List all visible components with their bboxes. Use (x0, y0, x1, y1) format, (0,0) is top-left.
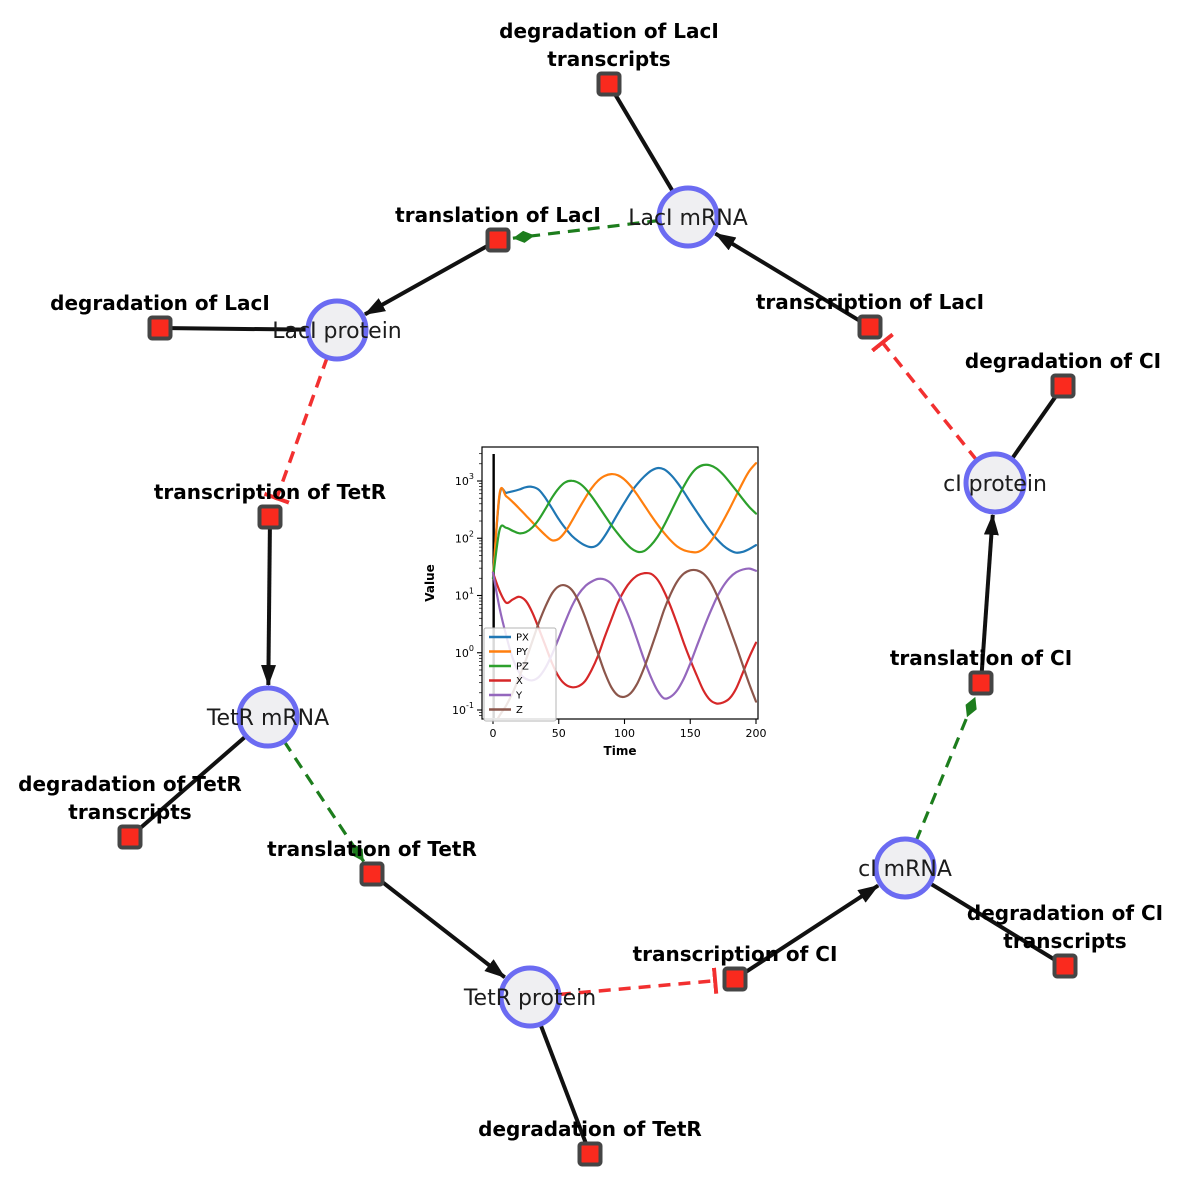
edge-consumption-tetr_protein-deg_tetr (538, 1023, 588, 1144)
reaction-node-tx_tetr (257, 504, 283, 530)
chart-x-tick-label: 200 (746, 727, 767, 740)
species-label-tetr_mrna: TetR mRNA (206, 706, 329, 731)
edge-production-tx_laci-laci_mrna (714, 231, 861, 323)
edge-production-transl_laci-laci_protein (363, 244, 489, 317)
reaction-node-deg_laci (147, 315, 173, 341)
chart-legend: PX PY PZ XYZ (483, 627, 557, 722)
edge-consumption-laci_protein-deg_laci (171, 326, 309, 332)
reaction-node-transl_ci (968, 670, 994, 696)
species-label-laci_protein: LacI protein (272, 319, 402, 344)
chart-xlabel: Time (604, 744, 637, 758)
chart-y-tick-label: 102 (455, 529, 474, 545)
chart-x-tick-label: 0 (490, 727, 497, 740)
edge-consumption-ci_protein-deg_ci (1010, 394, 1058, 461)
edge-consumption-ci_mrna-deg_ci_tx (928, 881, 1056, 962)
edge-inhibition-tetr_protein-tx_ci (558, 967, 719, 997)
chart-x-tick-label: 150 (680, 727, 701, 740)
reaction-node-deg_ci_tx (1052, 953, 1078, 979)
edges-layer (137, 93, 1058, 1144)
species-nodes-layer (236, 185, 1027, 1029)
species-node-tetr_protein (498, 965, 562, 1029)
chart-ylabel: Value (423, 564, 437, 602)
species-node-tetr_mrna (236, 685, 300, 749)
edge-modifier-laci_mrna-transl_laci (512, 218, 660, 243)
chart-legend-label-PZ: PZ (516, 662, 529, 673)
reaction-node-transl_tetr (359, 861, 385, 887)
chart-legend-label-X: X (516, 676, 523, 687)
edge-inhibition-ci_protein-tx_laci (871, 332, 979, 462)
chart-y-tick-label: 101 (455, 587, 474, 603)
reaction-label-deg_ci-line0: degradation of CI (965, 349, 1161, 373)
reaction-nodes-layer (117, 71, 1078, 1167)
chart-x-tick-label: 100 (614, 727, 635, 740)
chart-series-X (491, 571, 757, 705)
chart-series-PX (491, 466, 757, 580)
reaction-label-deg_laci_tx-line0: degradation of LacI (499, 19, 719, 43)
chart-y-tick-label: 103 (455, 472, 474, 488)
species-node-laci_mrna (656, 185, 720, 249)
chart-legend-label-PX: PX (516, 633, 529, 644)
species-node-ci_protein (963, 451, 1027, 515)
edge-production-tx_tetr-tetr_mrna (261, 528, 277, 687)
edge-modifier-ci_mrna-transl_ci (914, 696, 977, 842)
species-node-ci_mrna (873, 836, 937, 900)
reaction-node-deg_tetr (577, 1141, 603, 1167)
species-label-laci_mrna: LacI mRNA (628, 206, 748, 231)
reaction-label-transl_tetr-line0: translation of TetR (267, 837, 477, 861)
species-label-ci_protein: cI protein (943, 472, 1047, 497)
chart-series-PY (491, 462, 757, 580)
edge-production-tx_ci-ci_mrna (743, 883, 880, 975)
edge-consumption-laci_mrna-deg_laci_tx (613, 93, 675, 194)
chart-y-tick-label: 100 (455, 644, 474, 660)
reaction-label-deg_laci-line0: degradation of LacI (50, 291, 270, 315)
reaction-label-deg_ci_tx-line1: transcripts (1003, 929, 1126, 953)
chart-x-tick-label: 50 (552, 727, 566, 740)
reaction-label-deg_tetr_tx-line1: transcripts (68, 800, 191, 824)
species-node-laci_protein (305, 298, 369, 362)
edge-modifier-tetr_mrna-transl_tetr (282, 740, 366, 863)
reaction-label-deg_tetr_tx-line0: degradation of TetR (18, 772, 242, 796)
species-label-ci_mrna: cI mRNA (858, 857, 952, 882)
reaction-node-deg_ci (1050, 373, 1076, 399)
edge-consumption-tetr_mrna-deg_tetr_tx (137, 734, 248, 831)
species-label-tetr_protein: TetR protein (463, 986, 596, 1011)
labels-layer: LacI mRNA LacI protein cI protein TetR mRNA… (18, 19, 1163, 1141)
reaction-node-deg_laci_tx (596, 71, 622, 97)
reaction-label-deg_laci_tx-line1: transcripts (547, 47, 670, 71)
chart-legend-label-Z: Z (516, 705, 523, 716)
edge-inhibition-laci_protein-tx_tetr (263, 356, 329, 505)
reaction-node-tx_ci (722, 966, 748, 992)
chart-series-PZ (491, 463, 757, 580)
reaction-node-deg_tetr_tx (117, 824, 143, 850)
edge-production-transl_ci-ci_protein (979, 513, 999, 672)
reaction-label-deg_ci_tx-line0: degradation of CI (967, 901, 1163, 925)
reaction-node-transl_laci (485, 227, 511, 253)
chart-y-tick-label: 10-1 (452, 701, 474, 717)
reaction-label-deg_tetr-line0: degradation of TetR (478, 1117, 702, 1141)
edge-production-transl_tetr-tetr_protein (380, 879, 506, 979)
chart-legend-label-Y: Y (515, 691, 523, 702)
reaction-label-tx_tetr-line0: transcription of TetR (154, 480, 386, 504)
reaction-node-tx_laci (857, 314, 883, 340)
reaction-label-transl_ci-line0: translation of CI (890, 646, 1072, 670)
chart-legend-label-PY: PY (516, 647, 529, 658)
reaction-label-tx_ci-line0: transcription of CI (633, 942, 838, 966)
reaction-label-transl_laci-line0: translation of LacI (395, 203, 601, 227)
reaction-label-tx_laci-line0: transcription of LacI (756, 290, 984, 314)
